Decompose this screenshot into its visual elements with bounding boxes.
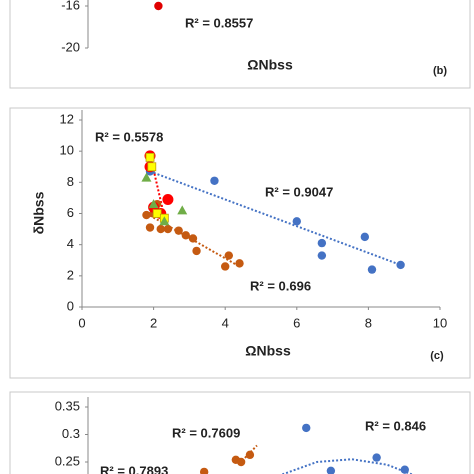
annotation: R² = 0.7609 [172,425,240,440]
annotation: R² = 0.8557 [185,15,253,30]
point [302,423,311,433]
panel-frame [9,0,471,89]
point [162,193,174,205]
point [163,224,173,234]
point [235,259,244,268]
annotation: R² = 0.846 [365,418,426,433]
y-tick-label: 10 [60,143,74,158]
y-tick-label: 8 [67,174,74,189]
y-tick-label: -16 [61,0,80,12]
y-tick-label: 6 [67,205,74,220]
point [224,251,233,260]
point [210,176,219,185]
panel-label: (b) [433,65,447,77]
x-tick-label: 10 [433,315,447,330]
point [159,216,170,226]
point [145,152,155,162]
x-tick-label: 8 [365,315,372,330]
point [372,453,381,462]
trendline [280,458,414,474]
point [326,466,336,474]
annotation: R² = 0.9047 [265,184,333,199]
x-axis-label: ΩNbss [247,57,293,73]
point [192,246,201,256]
trendline [149,154,166,217]
point [148,199,159,209]
y-tick-label: -20 [61,39,80,54]
point [221,262,230,271]
point [156,224,165,234]
y-tick-label: 0.35 [55,398,80,413]
point [317,251,327,260]
point [142,210,151,220]
point [188,234,198,243]
point [396,260,405,270]
point [154,1,163,11]
point [360,232,370,242]
point [152,209,162,218]
point [141,172,152,182]
point [245,450,255,460]
point [292,217,301,226]
panel-label: (c) [430,350,444,362]
x-tick-label: 4 [222,315,229,330]
y-tick-label: 0.3 [62,426,80,441]
point [367,265,377,274]
y-tick-label: 12 [60,111,74,126]
point [174,226,183,235]
point [147,162,157,172]
point [145,223,155,232]
point [236,457,246,467]
point [181,231,191,240]
y-tick-label: 0.25 [55,453,80,468]
x-axis-label: ΩNbss [245,343,291,359]
y-tick-label: 4 [67,236,74,251]
panel-frame [9,107,471,379]
annotation: R² = 0.696 [250,278,311,293]
panel-frame [9,391,471,474]
point [317,238,327,248]
x-tick-label: 0 [78,315,85,330]
point [177,205,188,215]
y-tick-label: 0 [67,298,74,313]
y-tick-label: 2 [67,267,74,282]
y-axis-label: δNbss [31,191,47,234]
point [400,465,409,474]
trendline [149,170,401,266]
annotation: R² = 0.5578 [95,129,163,144]
x-tick-label: 2 [150,315,157,330]
x-tick-label: 6 [293,315,300,330]
point [199,467,209,474]
annotation: R² = 0.7893 [100,463,168,474]
